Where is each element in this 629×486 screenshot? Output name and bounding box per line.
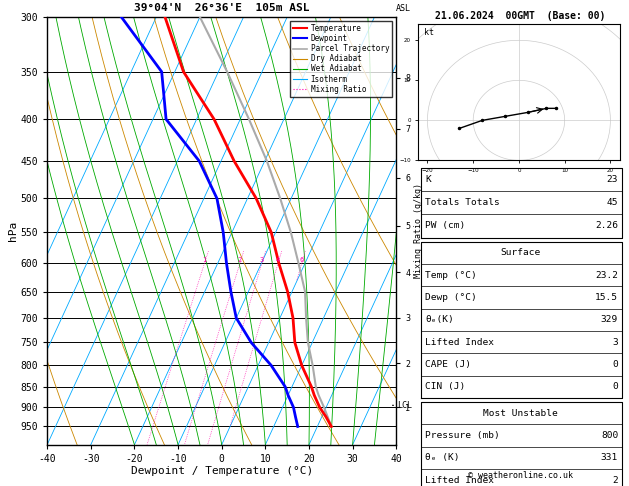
Text: Most Unstable: Most Unstable [483,409,558,417]
Text: © weatheronline.co.uk: © weatheronline.co.uk [468,471,573,480]
Text: 21.06.2024  00GMT  (Base: 00): 21.06.2024 00GMT (Base: 00) [435,11,606,21]
Text: PW (cm): PW (cm) [425,222,465,230]
Text: Surface: Surface [501,248,540,257]
Text: 15.5: 15.5 [595,293,618,302]
Title: 39°04'N  26°36'E  105m ASL: 39°04'N 26°36'E 105m ASL [134,3,309,14]
Text: 45: 45 [606,198,618,207]
Text: 23: 23 [606,175,618,184]
Text: Lifted Index: Lifted Index [425,476,494,485]
Text: 1: 1 [203,257,207,263]
Text: LCL: LCL [398,401,413,410]
Text: Totals Totals: Totals Totals [425,198,500,207]
Y-axis label: hPa: hPa [8,221,18,241]
Legend: Temperature, Dewpoint, Parcel Trajectory, Dry Adiabat, Wet Adiabat, Isotherm, Mi: Temperature, Dewpoint, Parcel Trajectory… [290,21,392,97]
Text: θₑ(K): θₑ(K) [425,315,454,324]
Text: 4: 4 [276,257,280,263]
Text: Lifted Index: Lifted Index [425,338,494,347]
Text: km
ASL: km ASL [396,0,411,13]
Text: 329: 329 [601,315,618,324]
Text: θₑ (K): θₑ (K) [425,453,460,462]
Text: 331: 331 [601,453,618,462]
Text: 0: 0 [613,360,618,369]
Text: 2: 2 [238,257,242,263]
Text: 0: 0 [613,382,618,391]
Text: 23.2: 23.2 [595,271,618,279]
X-axis label: Dewpoint / Temperature (°C): Dewpoint / Temperature (°C) [131,467,313,476]
Text: 2.26: 2.26 [595,222,618,230]
Text: kt: kt [425,28,434,37]
Text: 6: 6 [299,257,304,263]
Text: K: K [425,175,431,184]
Text: CIN (J): CIN (J) [425,382,465,391]
Text: 3: 3 [260,257,264,263]
Text: 2: 2 [613,476,618,485]
Text: CAPE (J): CAPE (J) [425,360,471,369]
Text: 3: 3 [613,338,618,347]
Y-axis label: Mixing Ratio (g/kg): Mixing Ratio (g/kg) [415,183,423,278]
Text: Dewp (°C): Dewp (°C) [425,293,477,302]
Text: Pressure (mb): Pressure (mb) [425,431,500,440]
Text: 800: 800 [601,431,618,440]
Text: Temp (°C): Temp (°C) [425,271,477,279]
